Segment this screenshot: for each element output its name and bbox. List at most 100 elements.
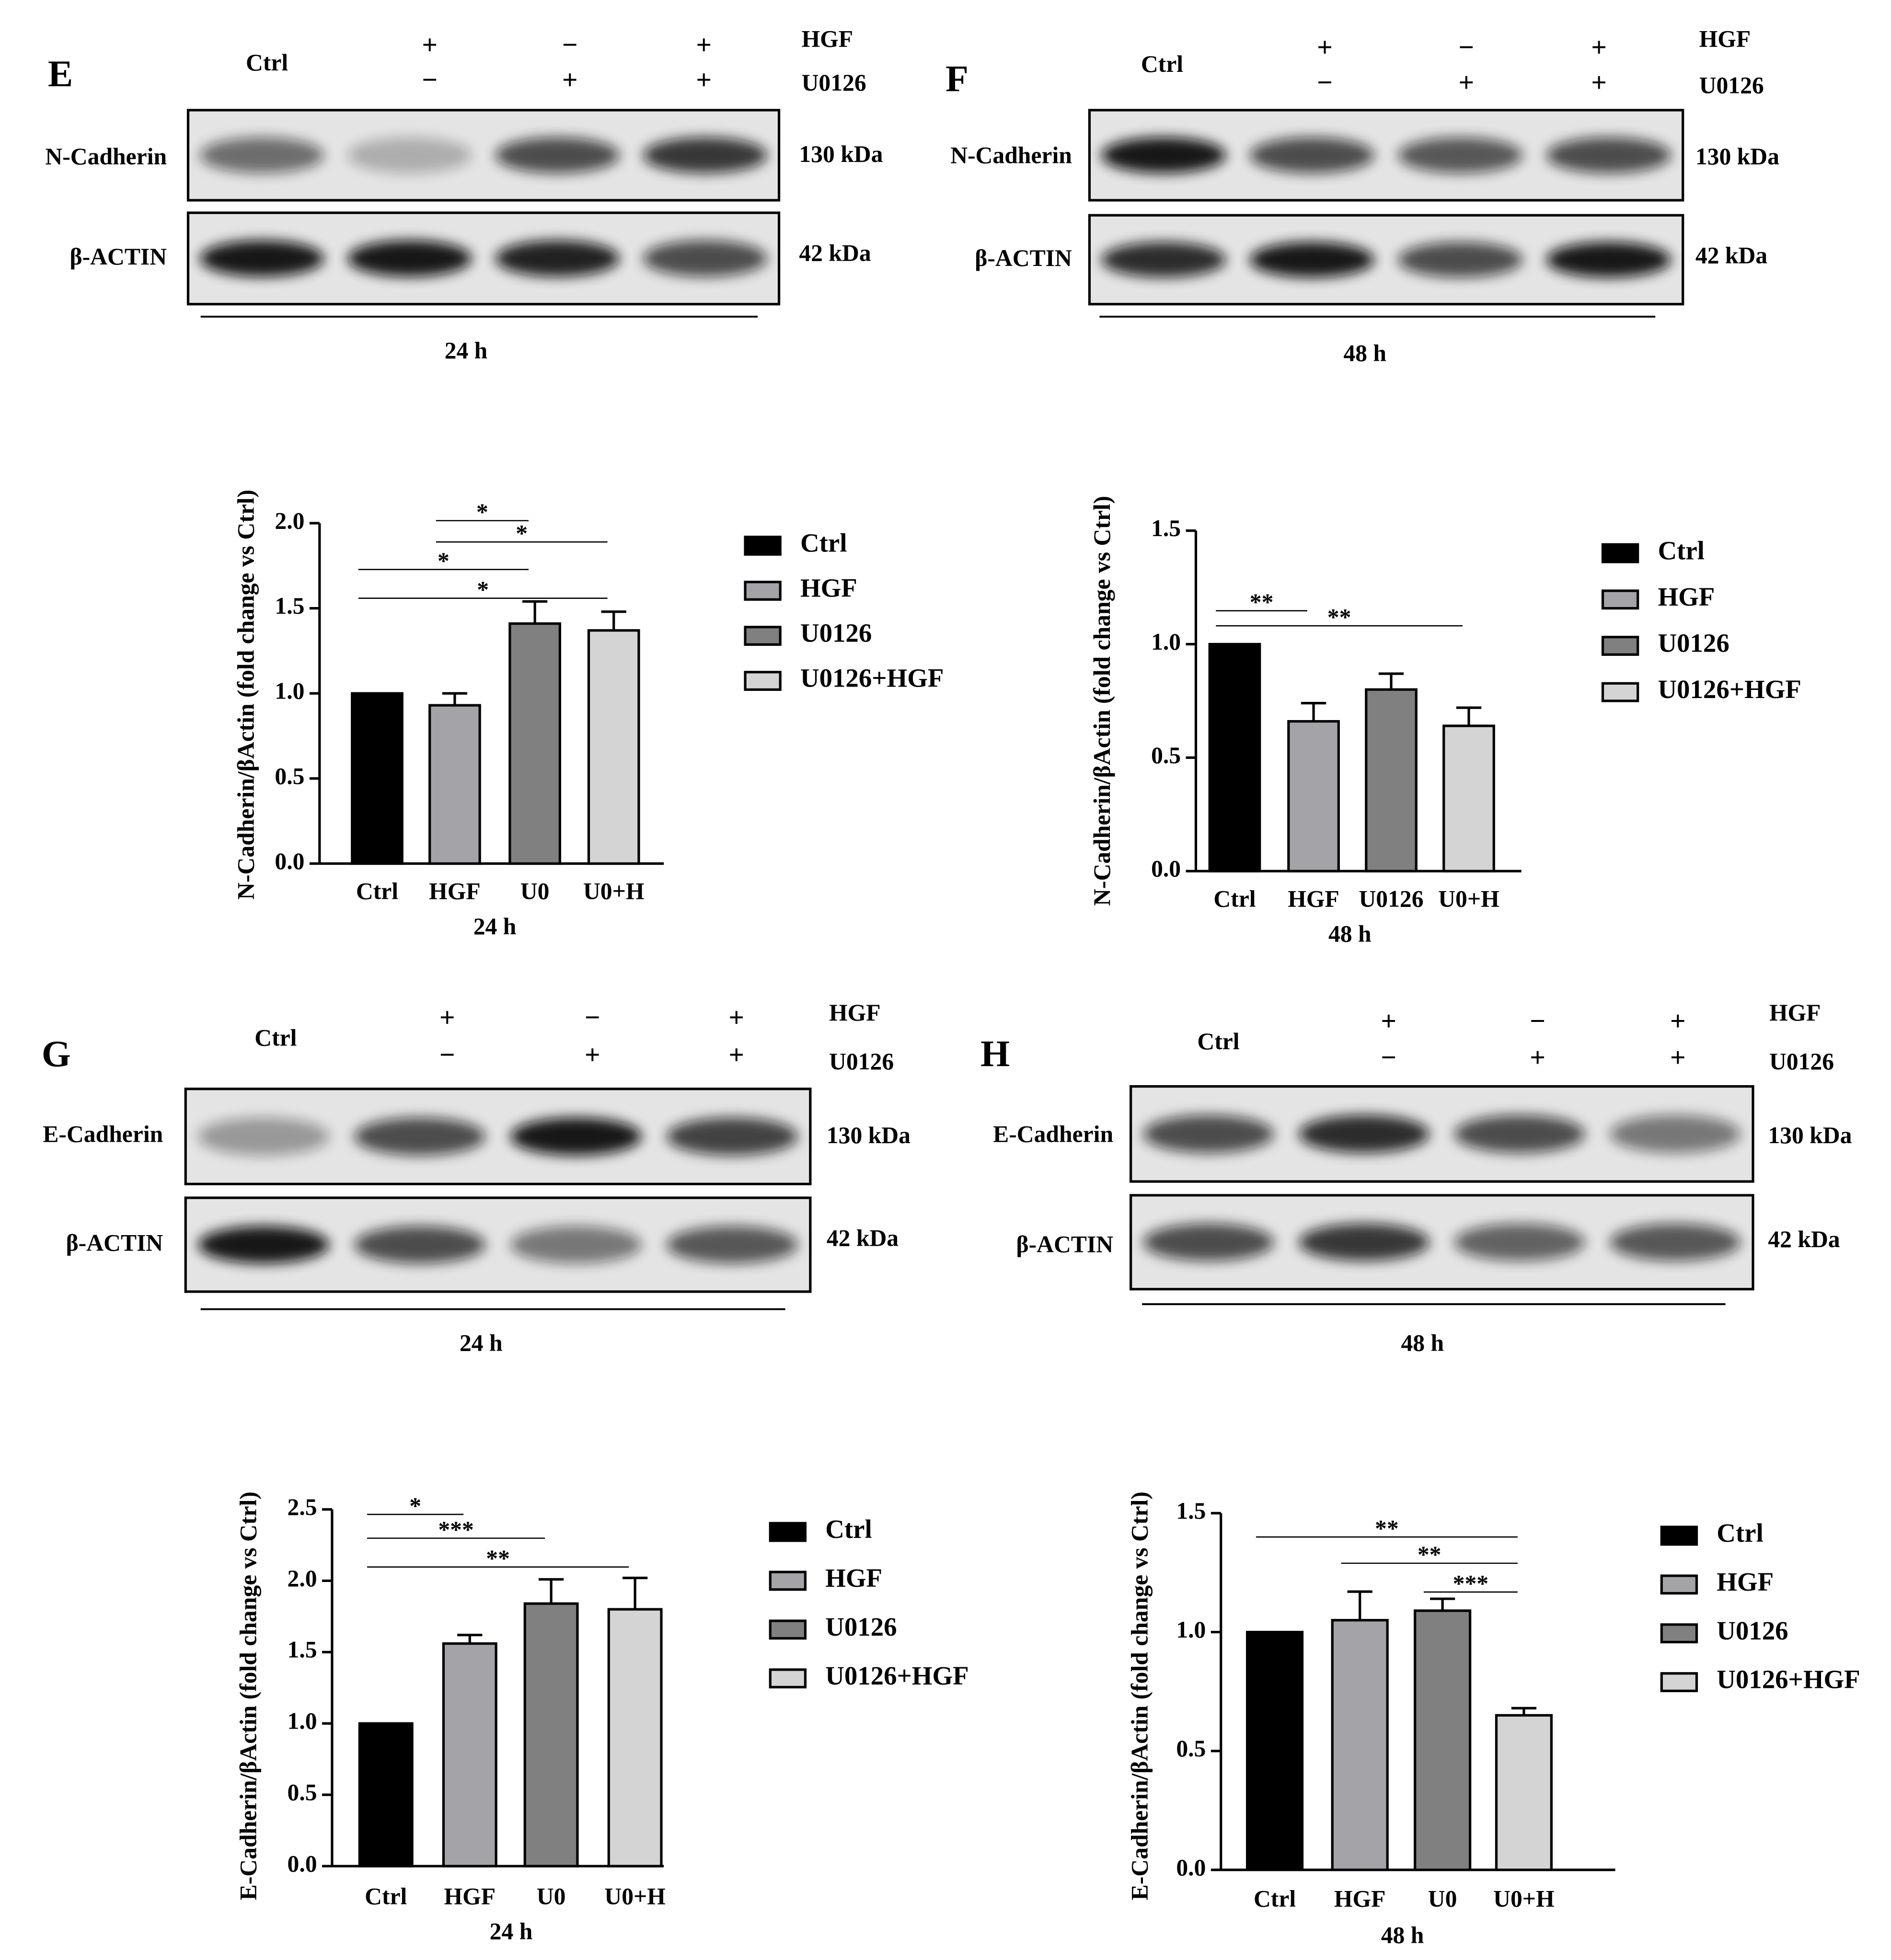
protein-label: β-ACTIN (1016, 1231, 1113, 1257)
blot-band (643, 137, 767, 173)
x-axis-label: 48 h (1328, 920, 1372, 947)
error-bar (1301, 702, 1326, 722)
legend-swatch (769, 1522, 807, 1542)
size-label: 130 kDa (827, 1122, 911, 1148)
x-tick-label: Ctrl (356, 878, 398, 905)
legend-swatch (744, 536, 782, 556)
legend-swatch (744, 581, 782, 601)
protein-label: N-Cadherin (950, 142, 1072, 169)
protein-label: E-Cadherin (993, 1121, 1113, 1147)
blot-band (495, 137, 620, 173)
bar-chart: 0.0 0.5 1.0 1.5 2.0 2.5 Ctrl HGF U0 U0+H 24 h E-Cad… (235, 1491, 969, 1944)
blot-band (1398, 241, 1523, 278)
blot-band (1101, 241, 1226, 278)
significance-label: * (409, 1492, 421, 1519)
ctrl-label: Ctrl (1197, 1028, 1239, 1055)
error-bar (1378, 672, 1404, 690)
legend-label: U0126 (1717, 1616, 1788, 1645)
significance-label: * (438, 548, 450, 574)
error-bar (601, 610, 626, 630)
y-tick-label: 1.5 (288, 1637, 317, 1663)
treatment-sign: + (1381, 1006, 1396, 1036)
bar (351, 692, 404, 865)
legend-label: U0126+HGF (800, 664, 944, 693)
blot-band (198, 1117, 330, 1156)
error-bar (442, 692, 468, 706)
x-tick-label: HGF (429, 878, 481, 905)
treatment-sign: − (1530, 1006, 1545, 1036)
blot-panel: F Ctrl HGF + − + U0126 − + + N-Cadherin 130 kDa β-AC… (946, 26, 1779, 367)
treatment-label: U0126 (1769, 1048, 1834, 1075)
blot-band (510, 1226, 642, 1264)
treatment-label: HGF (1769, 999, 1821, 1026)
blot-band (1143, 1223, 1274, 1261)
treatment-sign: + (1458, 68, 1474, 98)
blot-band (198, 1226, 330, 1264)
treatment-sign: + (562, 65, 578, 95)
size-label: 42 kDa (1695, 242, 1767, 269)
size-label: 130 kDa (1695, 143, 1779, 170)
legend-swatch (1601, 589, 1639, 610)
x-tick-label: HGF (1334, 1886, 1386, 1912)
treatment-sign: + (1591, 33, 1607, 63)
y-tick-label: 0.5 (1151, 742, 1181, 768)
error-bar (1347, 1590, 1372, 1620)
y-tick-label: 0.5 (275, 763, 304, 789)
x-tick-label: U0+H (1438, 885, 1499, 912)
significance-label: * (516, 520, 528, 546)
treatment-sign: + (1670, 1043, 1686, 1073)
protein-label: E-Cadherin (43, 1121, 163, 1147)
x-tick-label: U0+H (583, 878, 645, 905)
treatment-label: HGF (829, 999, 881, 1026)
treatment-sign: + (422, 30, 438, 60)
legend-swatch (744, 671, 782, 691)
blot-band (510, 1117, 642, 1156)
legend-label: U0126+HGF (1658, 675, 1801, 704)
bar (428, 704, 481, 865)
bar-chart: 0.0 0.5 1.0 1.5 Ctrl HGF U0126 U0+H 48 h N-Cadher… (1089, 496, 1801, 947)
significance-label: * (476, 499, 488, 525)
legend-swatch (1601, 636, 1639, 656)
blot-band (1454, 1115, 1585, 1153)
blot-panel: G Ctrl HGF + − + U0126 − + + E-Cadherin 130 kDa β-AC… (42, 999, 911, 1356)
x-tick-label: Ctrl (1254, 1886, 1296, 1912)
y-axis-label: N-Cadherin/βActin (fold change vs Ctrl) (232, 490, 259, 900)
bar (1414, 1609, 1472, 1871)
blot-band (1610, 1115, 1741, 1153)
x-tick-label: U0126 (1359, 885, 1423, 912)
x-tick-label: U0 (1428, 1886, 1457, 1912)
size-label: 130 kDa (1768, 1122, 1852, 1148)
size-label: 42 kDa (827, 1225, 899, 1251)
x-axis-label: 48 h (1381, 1922, 1424, 1948)
significance-label: *** (1453, 1570, 1488, 1596)
blot-panel: H Ctrl HGF + − + U0126 − + + E-Cadherin 130 kDa β-AC… (980, 999, 1852, 1356)
blot-band (1249, 137, 1374, 173)
bar-chart: 0.0 0.5 1.0 1.5 2.0 Ctrl HGF U0 U0+H 24 h N-Cadher… (232, 490, 944, 940)
y-tick-label: 1.0 (1176, 1616, 1206, 1643)
legend-swatch (1660, 1623, 1698, 1644)
blot-band (1299, 1223, 1430, 1261)
x-axis-label: 24 h (473, 913, 517, 940)
time-label: 24 h (445, 337, 488, 364)
blot-band (1101, 137, 1226, 173)
legend-label: HGF (1717, 1567, 1774, 1596)
legend-label: Ctrl (800, 528, 847, 558)
blot-band (347, 240, 472, 277)
legend-swatch (744, 626, 782, 646)
bar (1245, 1630, 1304, 1871)
treatment-sign: − (1381, 1043, 1396, 1073)
y-axis-label: E-Cadherin/βActin (fold change vs Ctrl) (235, 1491, 262, 1900)
significance-label: ** (1418, 1541, 1441, 1568)
blot-band (354, 1117, 485, 1156)
legend-swatch (769, 1668, 807, 1689)
size-label: 130 kDa (799, 141, 883, 167)
x-tick-label: U0+H (604, 1883, 666, 1909)
treatment-sign: + (1591, 68, 1607, 98)
bar (442, 1642, 497, 1868)
significance-label: ** (1327, 604, 1351, 630)
bar (1495, 1714, 1553, 1871)
x-tick-label: Ctrl (1213, 885, 1256, 912)
treatment-label: HGF (1699, 26, 1751, 52)
